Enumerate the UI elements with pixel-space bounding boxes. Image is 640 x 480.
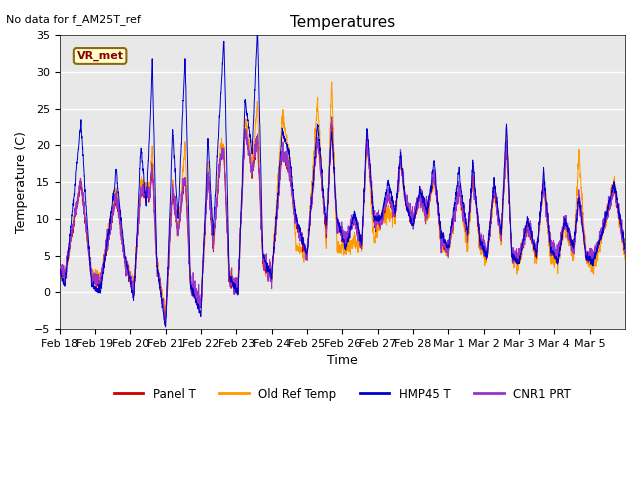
Text: VR_met: VR_met (77, 51, 124, 61)
Y-axis label: Temperature (C): Temperature (C) (15, 131, 28, 233)
X-axis label: Time: Time (327, 354, 358, 367)
Legend: Panel T, Old Ref Temp, HMP45 T, CNR1 PRT: Panel T, Old Ref Temp, HMP45 T, CNR1 PRT (109, 383, 576, 405)
Title: Temperatures: Temperatures (290, 15, 395, 30)
Text: No data for f_AM25T_ref: No data for f_AM25T_ref (6, 14, 141, 25)
